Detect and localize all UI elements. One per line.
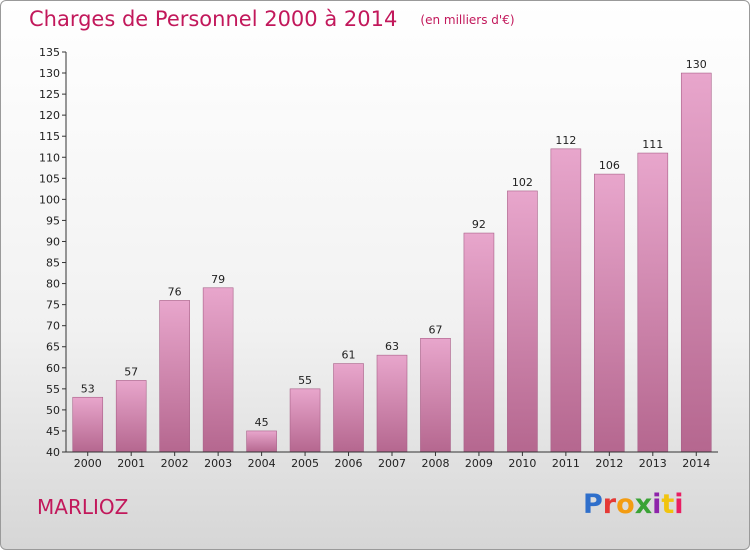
y-tick-label: 130 [39, 67, 60, 80]
data-label-2002: 76 [168, 285, 182, 298]
data-label-2011: 112 [555, 134, 576, 147]
logo-letter: x [634, 489, 653, 520]
y-tick-label: 65 [46, 341, 60, 354]
bar-2014 [680, 72, 712, 453]
data-label-2000: 53 [81, 382, 95, 395]
y-tick-label: 125 [39, 88, 60, 101]
data-label-2004: 45 [255, 416, 269, 429]
x-tick-label-2000: 2000 [74, 457, 102, 470]
proxiti-logo[interactable]: Proxiti [583, 489, 684, 520]
x-tick-label-2010: 2010 [508, 457, 536, 470]
data-label-2013: 111 [642, 138, 663, 151]
chart-title: Charges de Personnel 2000 à 2014 [29, 7, 398, 31]
y-tick-label: 70 [46, 320, 60, 333]
data-label-2005: 55 [298, 374, 312, 387]
y-tick-label: 45 [46, 425, 60, 438]
bar-2003 [202, 287, 234, 453]
bar-2012 [594, 173, 625, 453]
x-tick-label-2003: 2003 [204, 457, 232, 470]
y-tick-label: 120 [39, 109, 60, 122]
bar-2006 [333, 363, 364, 453]
data-label-2001: 57 [124, 365, 138, 378]
bar-2009 [463, 232, 495, 453]
bar-2004 [246, 430, 277, 453]
x-tick-label-2011: 2011 [552, 457, 580, 470]
data-label-2003: 79 [211, 273, 225, 286]
bar-2002 [159, 300, 190, 453]
data-label-2008: 67 [428, 323, 442, 336]
logo-letter: t [661, 489, 675, 520]
x-axis: 2000 2001 2002 2003 2004 2005 2006 2007 2008 2009… [66, 451, 718, 470]
data-label-2010: 102 [512, 176, 533, 189]
y-tick-label: 50 [46, 404, 60, 417]
y-tick-label: 110 [39, 151, 60, 164]
data-label-2007: 63 [385, 340, 399, 353]
x-tick-label-2013: 2013 [639, 457, 667, 470]
y-tick-label: 115 [39, 130, 60, 143]
logo-letter: i [652, 489, 662, 520]
commune-name: MARLIOZ [37, 495, 129, 519]
y-tick-label: 90 [46, 235, 60, 248]
data-label-2014: 130 [686, 58, 707, 71]
bar-2001 [115, 380, 147, 453]
bar-2005 [289, 388, 321, 453]
bar-2000 [72, 396, 104, 453]
y-tick-label: 135 [39, 46, 60, 59]
bars-group: 53 57 76 79 45 55 61 63 67 92 102 112 106 111 130 [72, 58, 712, 453]
x-tick-label-2004: 2004 [248, 457, 276, 470]
data-label-2012: 106 [599, 159, 620, 172]
y-tick-label: 75 [46, 299, 60, 312]
bar-2013 [637, 152, 669, 453]
x-tick-label-2009: 2009 [465, 457, 493, 470]
x-tick-label-2007: 2007 [378, 457, 406, 470]
logo-letter: o [616, 489, 635, 520]
y-tick-label: 105 [39, 172, 60, 185]
title-row: Charges de Personnel 2000 à 2014 (en mil… [29, 7, 515, 31]
bar-2008 [420, 338, 451, 453]
y-tick-label: 55 [46, 383, 60, 396]
logo-letter: r [602, 489, 617, 520]
logo-letter: P [583, 489, 603, 520]
y-tick-label: 80 [46, 278, 60, 291]
y-axis: 40 45 50 55 60 65 70 75 80 85 90 95 100 105 110 115 120 1… [39, 46, 67, 459]
data-label-2006: 61 [342, 349, 356, 362]
x-tick-label-2014: 2014 [682, 457, 710, 470]
y-tick-label: 60 [46, 362, 60, 375]
bar-2010 [507, 190, 538, 453]
data-label-2009: 92 [472, 218, 486, 231]
x-tick-label-2006: 2006 [335, 457, 363, 470]
chart-subtitle: (en milliers d'€) [420, 13, 515, 27]
x-tick-label-2008: 2008 [421, 457, 449, 470]
x-tick-label-2001: 2001 [117, 457, 145, 470]
x-tick-label-2002: 2002 [161, 457, 189, 470]
x-tick-label-2012: 2012 [595, 457, 623, 470]
x-tick-label-2005: 2005 [291, 457, 319, 470]
y-tick-label: 95 [46, 214, 60, 227]
y-tick-label: 40 [46, 446, 60, 459]
bar-2007 [376, 354, 408, 453]
bar-2011 [550, 148, 582, 453]
logo-letter: i [674, 489, 684, 520]
y-tick-label: 85 [46, 257, 60, 270]
y-tick-label: 100 [39, 193, 60, 206]
